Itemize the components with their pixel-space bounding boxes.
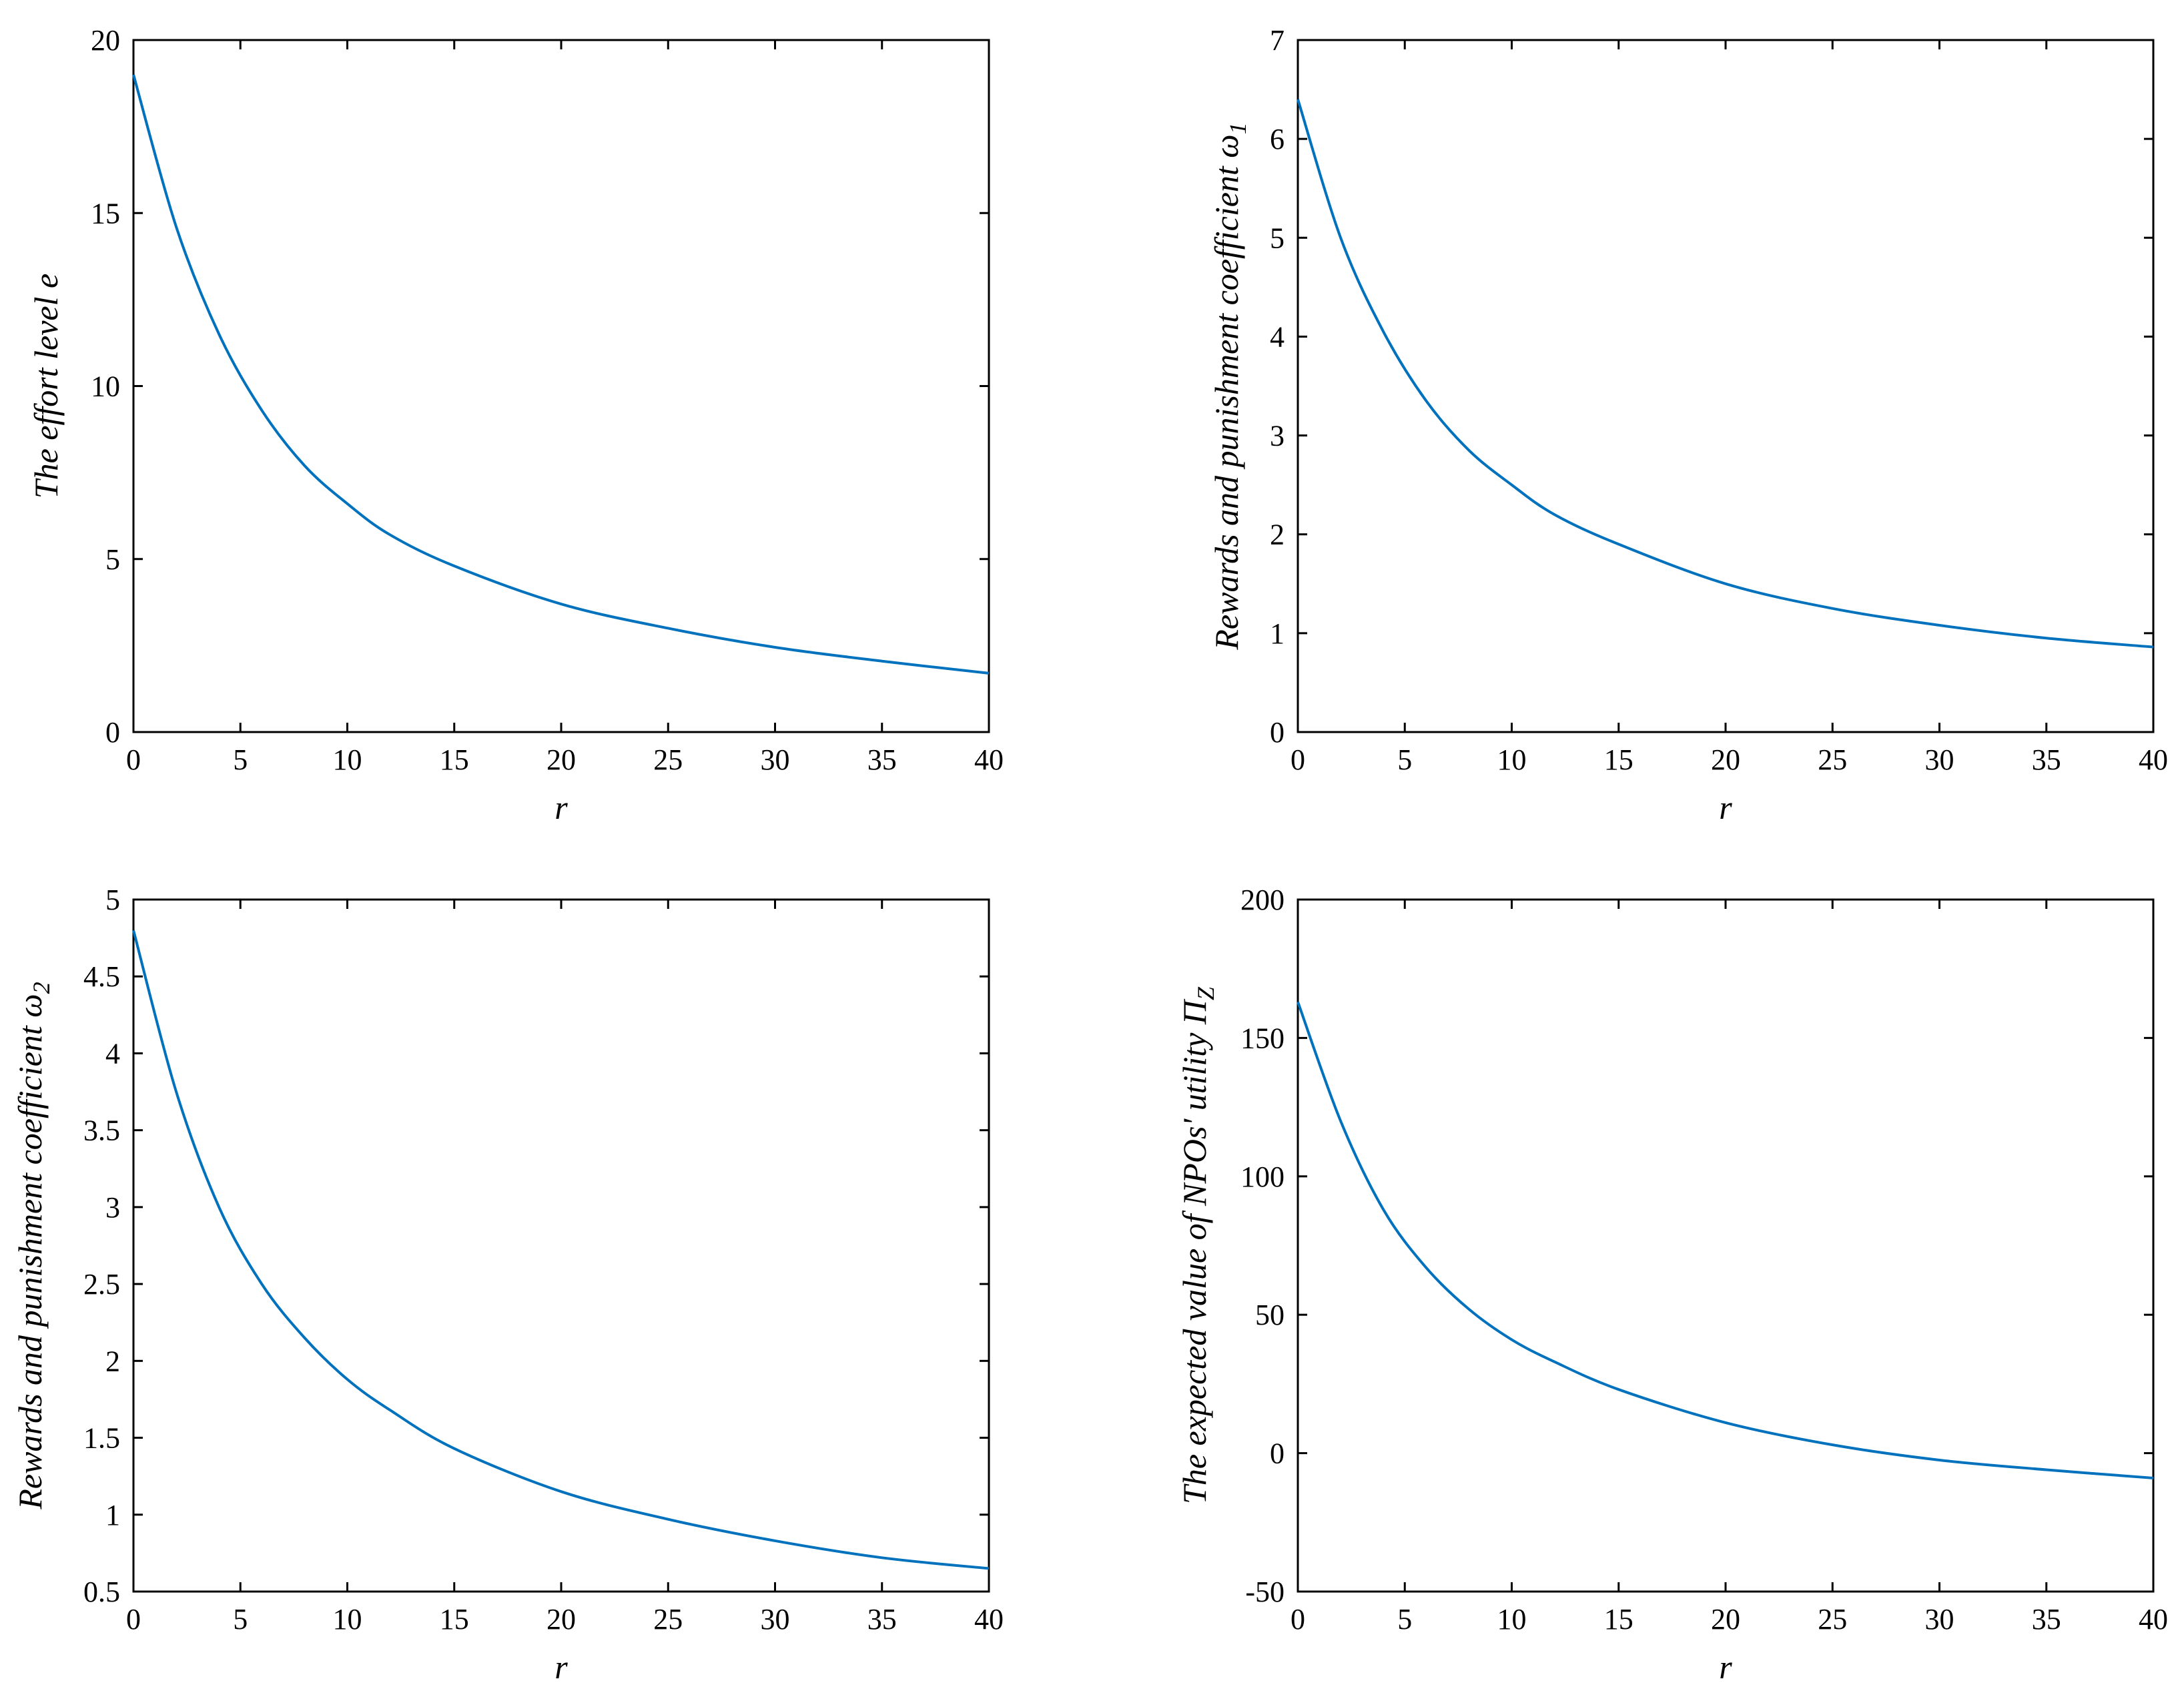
y-tick-label: 1.5 (83, 1422, 120, 1455)
x-tick-label: 10 (1497, 743, 1527, 776)
x-tick-label: 15 (440, 743, 469, 776)
y-tick-label: 0.5 (83, 1576, 120, 1608)
y-tick-label: 2.5 (83, 1268, 120, 1301)
x-tick-label: 0 (126, 743, 141, 776)
y-tick-label: 15 (91, 197, 120, 230)
y-tick-label: 2 (1270, 519, 1285, 551)
x-tick-label: 20 (547, 743, 576, 776)
plot-frame (1297, 39, 2155, 733)
y-axis-title: Rewards and punishment coefficient ω2 (11, 982, 55, 1509)
x-tick-label: 5 (233, 743, 248, 776)
y-tick-label: 1 (1270, 617, 1285, 650)
y-axis-title-subscript: 1 (1224, 122, 1251, 134)
chart-panel-3: 0 5 10 15 20 25 30 35 40 0.5 1 1.5 2 2.5 3 3.5 4 4.5 5 r Rew… (11, 884, 1004, 1686)
y-tick-label: 6 (1270, 123, 1285, 155)
x-tick-label: 0 (126, 1603, 141, 1636)
plot-frame (1297, 898, 2155, 1593)
series-line-1 (1297, 1001, 2154, 1479)
y-tick-label: 50 (1255, 1299, 1285, 1331)
y-tick-label: 5 (105, 543, 120, 576)
x-tick-label: 5 (1397, 1603, 1412, 1636)
y-tick-label: 0 (1270, 716, 1285, 749)
x-axis-title: r (555, 1648, 568, 1686)
y-tick-label: 5 (105, 884, 120, 916)
x-tick-label: 20 (1711, 743, 1740, 776)
x-tick-label: 40 (974, 743, 1004, 776)
x-tick-label: 0 (1291, 743, 1305, 776)
y-tick-label: 1 (105, 1499, 120, 1531)
x-tick-label: 40 (974, 1603, 1004, 1636)
x-tick-label: 5 (233, 1603, 248, 1636)
x-tick-label: 10 (1497, 1603, 1527, 1636)
y-tick-label: 3 (105, 1191, 120, 1224)
series-line-1 (1297, 99, 2154, 649)
x-tick-label: 35 (867, 1603, 897, 1636)
x-axis-title: r (1719, 789, 1732, 826)
y-axis-title-main: Rewards and punishment coefficient ω (11, 994, 49, 1509)
y-tick-label: 3.5 (83, 1114, 120, 1147)
x-tick-label: 15 (440, 1603, 469, 1636)
y-tick-label: 20 (91, 24, 120, 57)
x-tick-label: 25 (1818, 743, 1847, 776)
y-axis-title: The effort level e (27, 274, 65, 498)
y-tick-label: 100 (1240, 1160, 1285, 1193)
plot-frame (132, 898, 990, 1593)
y-tick-label: 4.5 (83, 960, 120, 993)
x-tick-label: 25 (653, 743, 683, 776)
x-tick-label: 15 (1604, 743, 1633, 776)
series-line-1 (132, 930, 990, 1570)
x-tick-label: 5 (1397, 743, 1412, 776)
y-axis-title: Rewards and punishment coefficient ω1 (1208, 122, 1251, 650)
y-axis-title-subscript: Z (1192, 986, 1219, 1000)
y-axis-title-main: The expected value of NPOs' utility Π (1176, 998, 1213, 1504)
series-line-1 (132, 74, 990, 675)
y-tick-label: 0 (105, 716, 120, 749)
x-tick-label: 0 (1291, 1603, 1305, 1636)
x-tick-label: 20 (547, 1603, 576, 1636)
x-axis-title: r (1719, 1648, 1732, 1686)
y-tick-label: -50 (1245, 1576, 1285, 1608)
y-axis-title-subscript: 2 (28, 982, 55, 994)
y-tick-label: 4 (1270, 320, 1285, 353)
chart-panel-2: 0 5 10 15 20 25 30 35 40 0 1 2 3 4 5 6 7 r Rewards and pun… (1208, 24, 2168, 826)
y-axis-title-main: Rewards and punishment coefficient ω (1208, 134, 1245, 650)
y-tick-label: 7 (1270, 24, 1285, 57)
y-tick-label: 0 (1270, 1437, 1285, 1470)
x-tick-label: 10 (333, 1603, 362, 1636)
y-tick-label: 4 (105, 1037, 120, 1070)
x-tick-label: 25 (653, 1603, 683, 1636)
x-tick-label: 40 (2139, 1603, 2168, 1636)
y-axis-title-main: The effort level e (27, 274, 65, 498)
y-tick-label: 2 (105, 1345, 120, 1377)
x-tick-label: 35 (867, 743, 897, 776)
x-tick-label: 15 (1604, 1603, 1633, 1636)
y-tick-label: 150 (1240, 1022, 1285, 1054)
y-axis-title: The expected value of NPOs' utility ΠZ (1176, 986, 1219, 1504)
y-tick-label: 3 (1270, 420, 1285, 452)
x-tick-label: 30 (1925, 743, 1954, 776)
y-tick-label: 200 (1240, 884, 1285, 916)
x-tick-label: 35 (2032, 1603, 2061, 1636)
x-tick-label: 30 (761, 743, 790, 776)
x-axis-title: r (555, 789, 568, 826)
x-tick-label: 35 (2032, 743, 2061, 776)
x-tick-label: 20 (1711, 1603, 1740, 1636)
x-tick-label: 10 (333, 743, 362, 776)
chart-panel-1: 0 5 10 15 20 25 30 35 40 0 5 10 15 20 r The effort leve… (27, 24, 1004, 826)
x-tick-label: 25 (1818, 1603, 1847, 1636)
x-tick-label: 40 (2139, 743, 2168, 776)
x-tick-label: 30 (1925, 1603, 1954, 1636)
y-tick-label: 10 (91, 370, 120, 403)
x-tick-label: 30 (761, 1603, 790, 1636)
y-tick-label: 5 (1270, 222, 1285, 254)
plot-frame (132, 39, 990, 733)
